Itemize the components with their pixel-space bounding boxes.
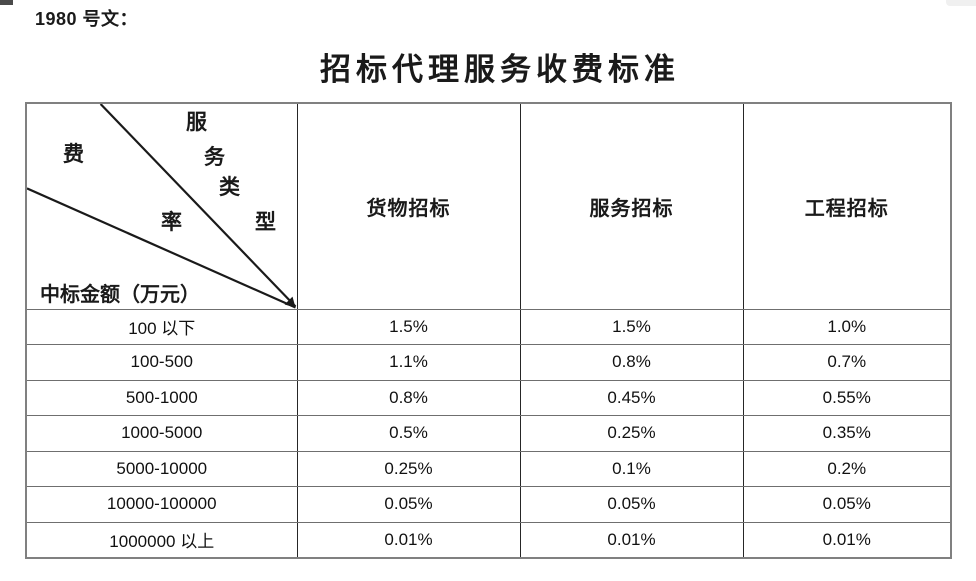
corner-rate-axis-char: 费 (63, 142, 84, 166)
table-row: 500-1000 0.8% 0.45% 0.55% (25, 379, 952, 416)
table-row: 1000-5000 0.5% 0.25% 0.35% (25, 415, 952, 452)
diagonal-corner-cell: 服 务 类 型 费 率 中标金额（万元） (25, 102, 298, 310)
rate-value: 0.01% (296, 521, 521, 558)
row-label: 100 以下 (25, 308, 298, 345)
diagonal-arrowhead (284, 296, 296, 308)
corner-type-axis-char: 类 (219, 175, 240, 199)
rate-value: 0.8% (519, 344, 744, 381)
corner-rate-axis-char: 率 (161, 210, 182, 234)
rate-value: 0.5% (296, 415, 521, 452)
page-title: 招标代理服务收费标准 (320, 52, 680, 87)
rate-value: 1.0% (742, 308, 952, 345)
row-label: 100-500 (25, 344, 298, 381)
rate-value: 0.01% (742, 521, 952, 558)
row-label: 5000-10000 (25, 450, 298, 487)
table-row: 10000-100000 0.05% 0.05% 0.05% (25, 486, 952, 523)
diagonal-lines-drawing (27, 104, 297, 309)
corner-type-axis-char: 服 (186, 110, 207, 134)
rate-value: 1.5% (519, 308, 744, 345)
rate-value: 0.1% (519, 450, 744, 487)
scrollbar-fragment (946, 0, 976, 6)
fee-standard-table: 服 务 类 型 费 率 中标金额（万元） 货物招标 服务招标 工程招标 100 … (25, 102, 952, 559)
corner-type-axis-char: 务 (204, 145, 225, 169)
row-label: 1000-5000 (25, 415, 298, 452)
rate-value: 0.25% (296, 450, 521, 487)
corner-row-axis-label: 中标金额（万元） (40, 284, 200, 306)
page-corner-mark (0, 0, 13, 5)
rate-value: 0.25% (519, 415, 744, 452)
row-label: 1000000 以上 (25, 521, 298, 558)
table-row: 1000000 以上 0.01% 0.01% 0.01% (25, 521, 952, 558)
rate-value: 0.55% (742, 379, 952, 416)
table-row: 100 以下 1.5% 1.5% 1.0% (25, 308, 952, 345)
rate-value: 0.7% (742, 344, 952, 381)
row-label: 10000-100000 (25, 486, 298, 523)
column-header-goods: 货物招标 (296, 102, 521, 310)
rate-value: 1.5% (296, 308, 521, 345)
table-row: 5000-10000 0.25% 0.1% 0.2% (25, 450, 952, 487)
row-label: 500-1000 (25, 379, 298, 416)
table-row: 100-500 1.1% 0.8% 0.7% (25, 344, 952, 381)
corner-type-axis-char: 型 (255, 210, 276, 234)
column-header-services: 服务招标 (519, 102, 744, 310)
rate-value: 0.05% (742, 486, 952, 523)
rate-value: 0.45% (519, 379, 744, 416)
rate-value: 0.05% (296, 486, 521, 523)
column-header-works: 工程招标 (742, 102, 952, 310)
rate-value: 0.05% (519, 486, 744, 523)
rate-value: 0.35% (742, 415, 952, 452)
rate-value: 1.1% (296, 344, 521, 381)
rate-value: 0.01% (519, 521, 744, 558)
rate-value: 0.8% (296, 379, 521, 416)
table-header-row: 服 务 类 型 费 率 中标金额（万元） 货物招标 服务招标 工程招标 (25, 102, 952, 310)
doc-reference-number: 1980 号文： (35, 9, 139, 29)
rate-value: 0.2% (742, 450, 952, 487)
